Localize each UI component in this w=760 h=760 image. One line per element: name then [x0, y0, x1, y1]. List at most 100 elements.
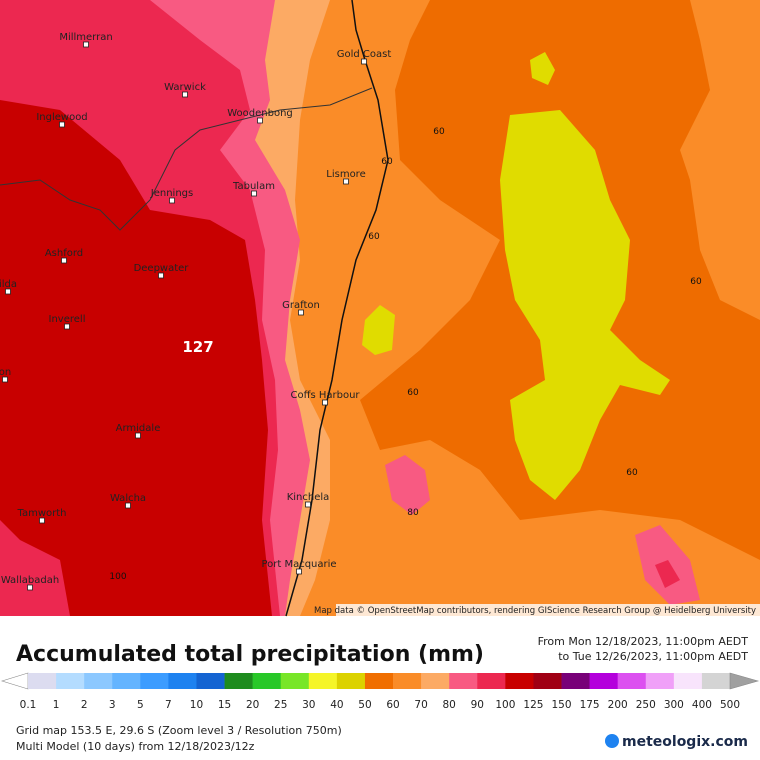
place-dot: [2, 376, 8, 383]
date-from: From Mon 12/18/2023, 11:00pm AEDT: [538, 635, 749, 648]
place-label: Lismore: [326, 169, 365, 180]
place-label: Coffs Harbour: [290, 390, 360, 401]
rain-zone: [530, 52, 555, 85]
map: Millmerran Warwick Inglewood Woodenbong Jenn…: [0, 0, 760, 617]
place-dot: [125, 502, 131, 509]
place-dot: [257, 117, 263, 124]
place-label: Millmerran: [59, 32, 112, 43]
scale-label: 5: [137, 699, 144, 711]
title: Accumulated total precipitation (mm): [16, 642, 484, 667]
scale-swatch: [336, 673, 366, 689]
place-label: Wallabadah: [1, 575, 59, 586]
contour-label: 60: [626, 468, 638, 478]
place-dot: [169, 197, 175, 204]
attribution: Map data © OpenStreetMap contributors, r…: [314, 606, 756, 616]
scale-label: 2: [81, 699, 88, 711]
scale-swatch: [589, 673, 618, 689]
scale-label: 80: [443, 699, 456, 711]
scale-swatch: [617, 673, 647, 689]
scale-label: 10: [190, 699, 203, 711]
rain-zone: [680, 0, 760, 320]
scale-label: 60: [386, 699, 399, 711]
scale-swatch: [505, 673, 534, 689]
scale-swatch: [196, 673, 225, 689]
attribution-bg: [336, 604, 760, 616]
place-dot: [59, 121, 65, 128]
contour-label: 60: [690, 277, 702, 287]
scale-swatch: [421, 673, 450, 689]
scale-swatch: [224, 673, 253, 689]
scale-label: 300: [664, 699, 684, 711]
place-dot: [343, 178, 349, 185]
scale-swatch: [252, 673, 282, 689]
scale-swatch: [533, 673, 562, 689]
place-label: Jennings: [150, 188, 193, 199]
contour-label: 60: [407, 388, 419, 398]
place-label: Tabulam: [232, 181, 275, 192]
scale-label: 50: [358, 699, 371, 711]
scale-label: 500: [720, 699, 740, 711]
place-dot: [322, 399, 328, 406]
scale-label: 175: [580, 699, 600, 711]
scale-label: 7: [165, 699, 172, 711]
rain-zone: [362, 305, 395, 355]
place-dot: [296, 568, 302, 575]
scale-label: 30: [302, 699, 315, 711]
color-scale: 0.1 1 2 3 5 7 10 15 20 25 30 40 50 60 70 80 90 100 125 150 1…: [0, 672, 760, 711]
place-label: Armidale: [116, 423, 161, 434]
place-label: Walcha: [110, 493, 146, 504]
grid-info: Grid map 153.5 E, 29.6 S (Zoom level 3 /…: [16, 724, 342, 737]
contour-label: 80: [407, 508, 419, 518]
scale-label: 40: [330, 699, 343, 711]
rain-zone: [0, 100, 272, 616]
rain-zone: [655, 560, 680, 588]
contour-label: 60: [433, 127, 445, 137]
scale-swatch: [308, 673, 338, 689]
logo-icon: [605, 734, 619, 748]
model-info: Multi Model (10 days) from 12/18/2023/12…: [16, 740, 255, 753]
scale-label: 125: [523, 699, 543, 711]
max-value: 127: [182, 338, 213, 356]
place-label: ilda: [0, 279, 17, 290]
place-dot: [27, 584, 33, 591]
scale-arrow: [0, 672, 29, 690]
state-border: [0, 87, 373, 231]
place-dot: [64, 323, 70, 330]
scale-swatch: [28, 673, 57, 689]
scale-swatch: [449, 673, 478, 689]
scale-label: 0.1: [20, 699, 37, 711]
place-dot: [158, 272, 164, 279]
contour-label: 60: [368, 232, 380, 242]
scale-swatch: [168, 673, 197, 689]
place-label: on: [0, 367, 11, 378]
scale-swatch: [393, 673, 422, 689]
logo[interactable]: meteologix.com: [622, 734, 748, 750]
place-dot: [298, 309, 304, 316]
scale-label: 250: [636, 699, 656, 711]
scale-swatch: [84, 673, 113, 689]
scale-swatch: [673, 673, 703, 689]
place-label: Tamworth: [17, 508, 67, 519]
place-label: Inglewood: [36, 112, 87, 123]
scale-label: 400: [692, 699, 712, 711]
rain-zone: [500, 110, 670, 500]
contour-label: 60: [381, 157, 393, 167]
date-to: to Tue 12/26/2023, 11:00pm AEDT: [558, 650, 748, 663]
place-label: Woodenbong: [227, 108, 293, 119]
place-label: Kinchela: [287, 492, 330, 503]
place-dot: [61, 257, 67, 264]
scale-swatch: [140, 673, 169, 689]
scale-label: 150: [551, 699, 571, 711]
scale-label: 20: [246, 699, 259, 711]
place-label: Gold Coast: [337, 49, 392, 60]
place-dot: [361, 58, 367, 65]
scale-label: 1: [53, 699, 60, 711]
place-dot: [5, 288, 11, 295]
place-label: Grafton: [282, 300, 320, 311]
place-label: Warwick: [164, 82, 206, 93]
place-label: Ashford: [45, 248, 83, 259]
scale-label: 15: [218, 699, 231, 711]
scale-arrow: [729, 672, 760, 690]
